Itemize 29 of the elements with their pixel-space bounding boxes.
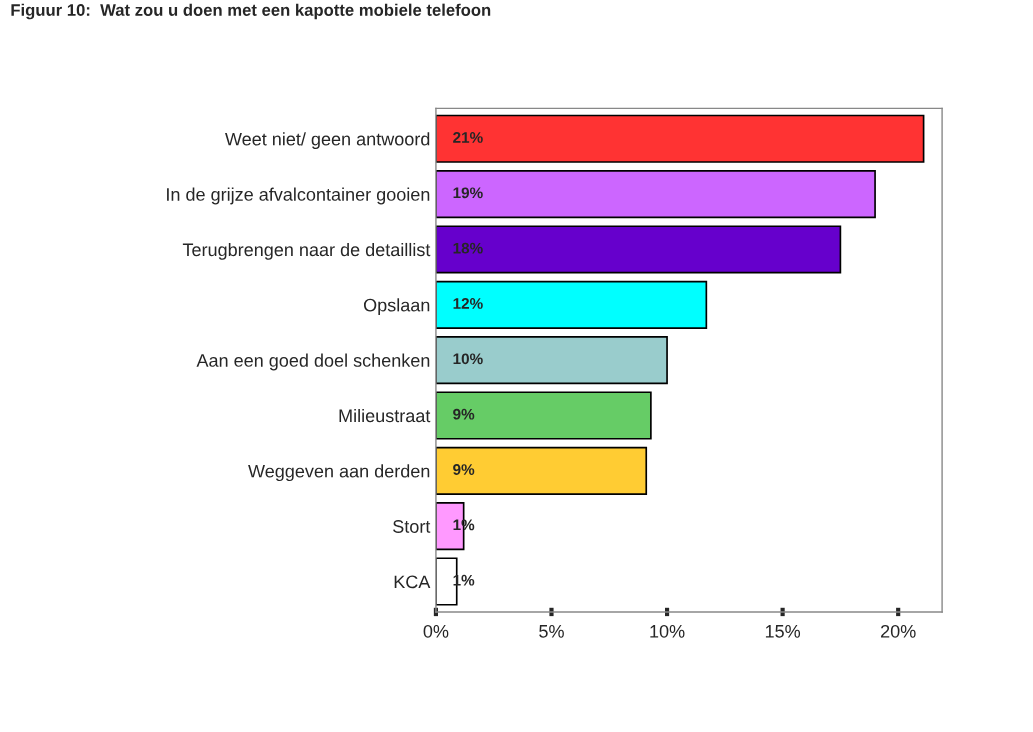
data-label: 21% [453, 132, 483, 143]
y-tick-label: Opslaan [363, 298, 430, 316]
bar [435, 336, 668, 385]
data-label: 9% [453, 408, 475, 420]
bar [435, 391, 652, 440]
text: Figuur 10: Wat zou u doen met een kapotte mobiele telefoon [11, 3, 491, 20]
y-tick-label: Stort [393, 520, 431, 533]
bar [435, 446, 648, 495]
y-tick-label: Weet niet/ geen antwoord [225, 132, 430, 150]
y-tick-label: Weggeven aan derden [248, 464, 430, 482]
data-label: 18% [453, 242, 483, 254]
bar [435, 225, 842, 274]
x-tick-label: 15% [765, 625, 801, 638]
bar [435, 170, 876, 219]
x-tick-label: 10% [650, 624, 685, 638]
data-label: 19% [453, 187, 483, 199]
y-tick-label: Milieustraat [339, 408, 431, 423]
y-tick-label: In de grijze afvalcontainer gooien [167, 187, 430, 205]
bar [435, 280, 708, 329]
data-label: 10% [453, 353, 483, 365]
x-tick-label: 20% [881, 624, 916, 638]
y-tick-label: Terugbrengen naar de detaillist [182, 242, 431, 260]
y-tick-label: Aan een goed doel schenken [196, 353, 430, 371]
data-label: 12% [453, 298, 483, 309]
bar [435, 114, 925, 163]
x-tick-label: 0% [423, 624, 449, 638]
y-tick-label: KCA [394, 575, 431, 589]
x-tick-label: 5% [539, 625, 564, 638]
data-label: 9% [453, 464, 475, 475]
